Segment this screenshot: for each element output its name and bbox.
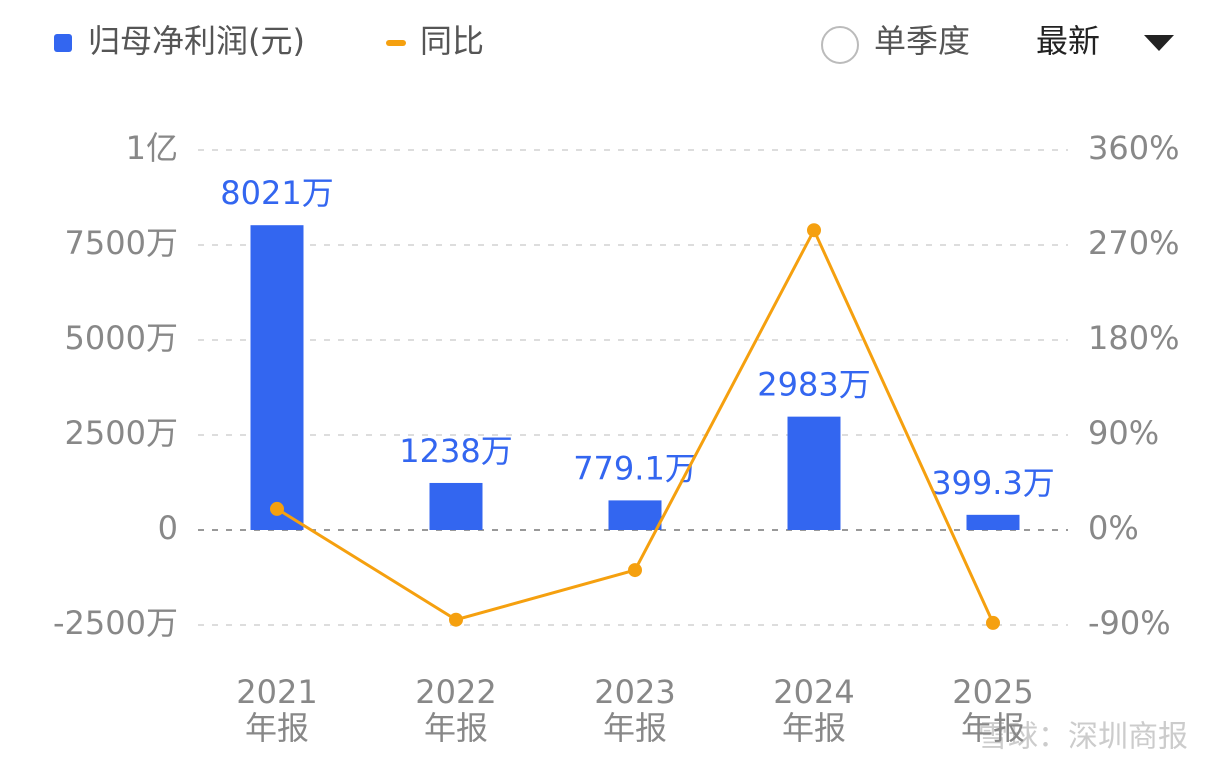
dropdown-label[interactable]: 最新 xyxy=(1036,22,1100,60)
bar xyxy=(787,416,841,530)
x-tick-label: 年报 xyxy=(424,709,488,747)
watermark: 雪球：深圳商报 xyxy=(978,720,1188,755)
radio[interactable] xyxy=(821,26,859,64)
y2-tick-label: 360% xyxy=(1088,129,1179,167)
bar xyxy=(250,225,304,530)
line-point xyxy=(270,501,284,516)
y-tick-label: 7500万 xyxy=(65,224,178,262)
bar xyxy=(429,482,483,530)
y-tick-label: 2500万 xyxy=(65,414,178,452)
y2-tick-label: 180% xyxy=(1088,319,1179,357)
bar xyxy=(608,500,662,530)
line-point xyxy=(807,223,821,238)
data-label: 1238万 xyxy=(399,432,512,470)
x-tick-label: 年报 xyxy=(961,709,1025,747)
x-tick-label: 年报 xyxy=(603,709,667,747)
y2-tick-label: 0% xyxy=(1088,509,1139,547)
line-point xyxy=(449,612,463,627)
dropdown-arrow[interactable] xyxy=(1144,35,1174,51)
x-tick-label: 2022 xyxy=(415,673,496,711)
radio-label[interactable]: 单季度 xyxy=(874,22,970,60)
data-label: 2983万 xyxy=(757,366,870,404)
x-tick-label: 2023 xyxy=(594,673,675,711)
y2-tick-label: 90% xyxy=(1088,414,1159,452)
line-point xyxy=(628,563,642,578)
y-tick-label: 5000万 xyxy=(65,319,178,357)
x-tick-label: 2025 xyxy=(952,673,1033,711)
legend-swatch xyxy=(386,40,406,46)
x-tick-label: 年报 xyxy=(245,709,309,747)
x-tick-label: 年报 xyxy=(782,709,846,747)
data-label: 779.1万 xyxy=(573,449,697,487)
y2-tick-label: -90% xyxy=(1088,604,1171,642)
y-tick-label: -2500万 xyxy=(53,604,178,642)
x-tick-label: 2024 xyxy=(773,673,854,711)
legend-label: 同比 xyxy=(420,22,484,60)
legend-label: 归母净利润(元) xyxy=(88,22,305,60)
bar xyxy=(966,514,1020,530)
y-tick-label: 1亿 xyxy=(126,129,178,167)
line-point xyxy=(986,615,1000,630)
y-tick-label: 0 xyxy=(158,509,178,547)
y2-tick-label: 270% xyxy=(1088,224,1179,262)
x-tick-label: 2021 xyxy=(236,673,317,711)
data-label: 399.3万 xyxy=(931,464,1055,502)
legend-swatch xyxy=(54,34,72,52)
data-label: 8021万 xyxy=(220,174,333,212)
